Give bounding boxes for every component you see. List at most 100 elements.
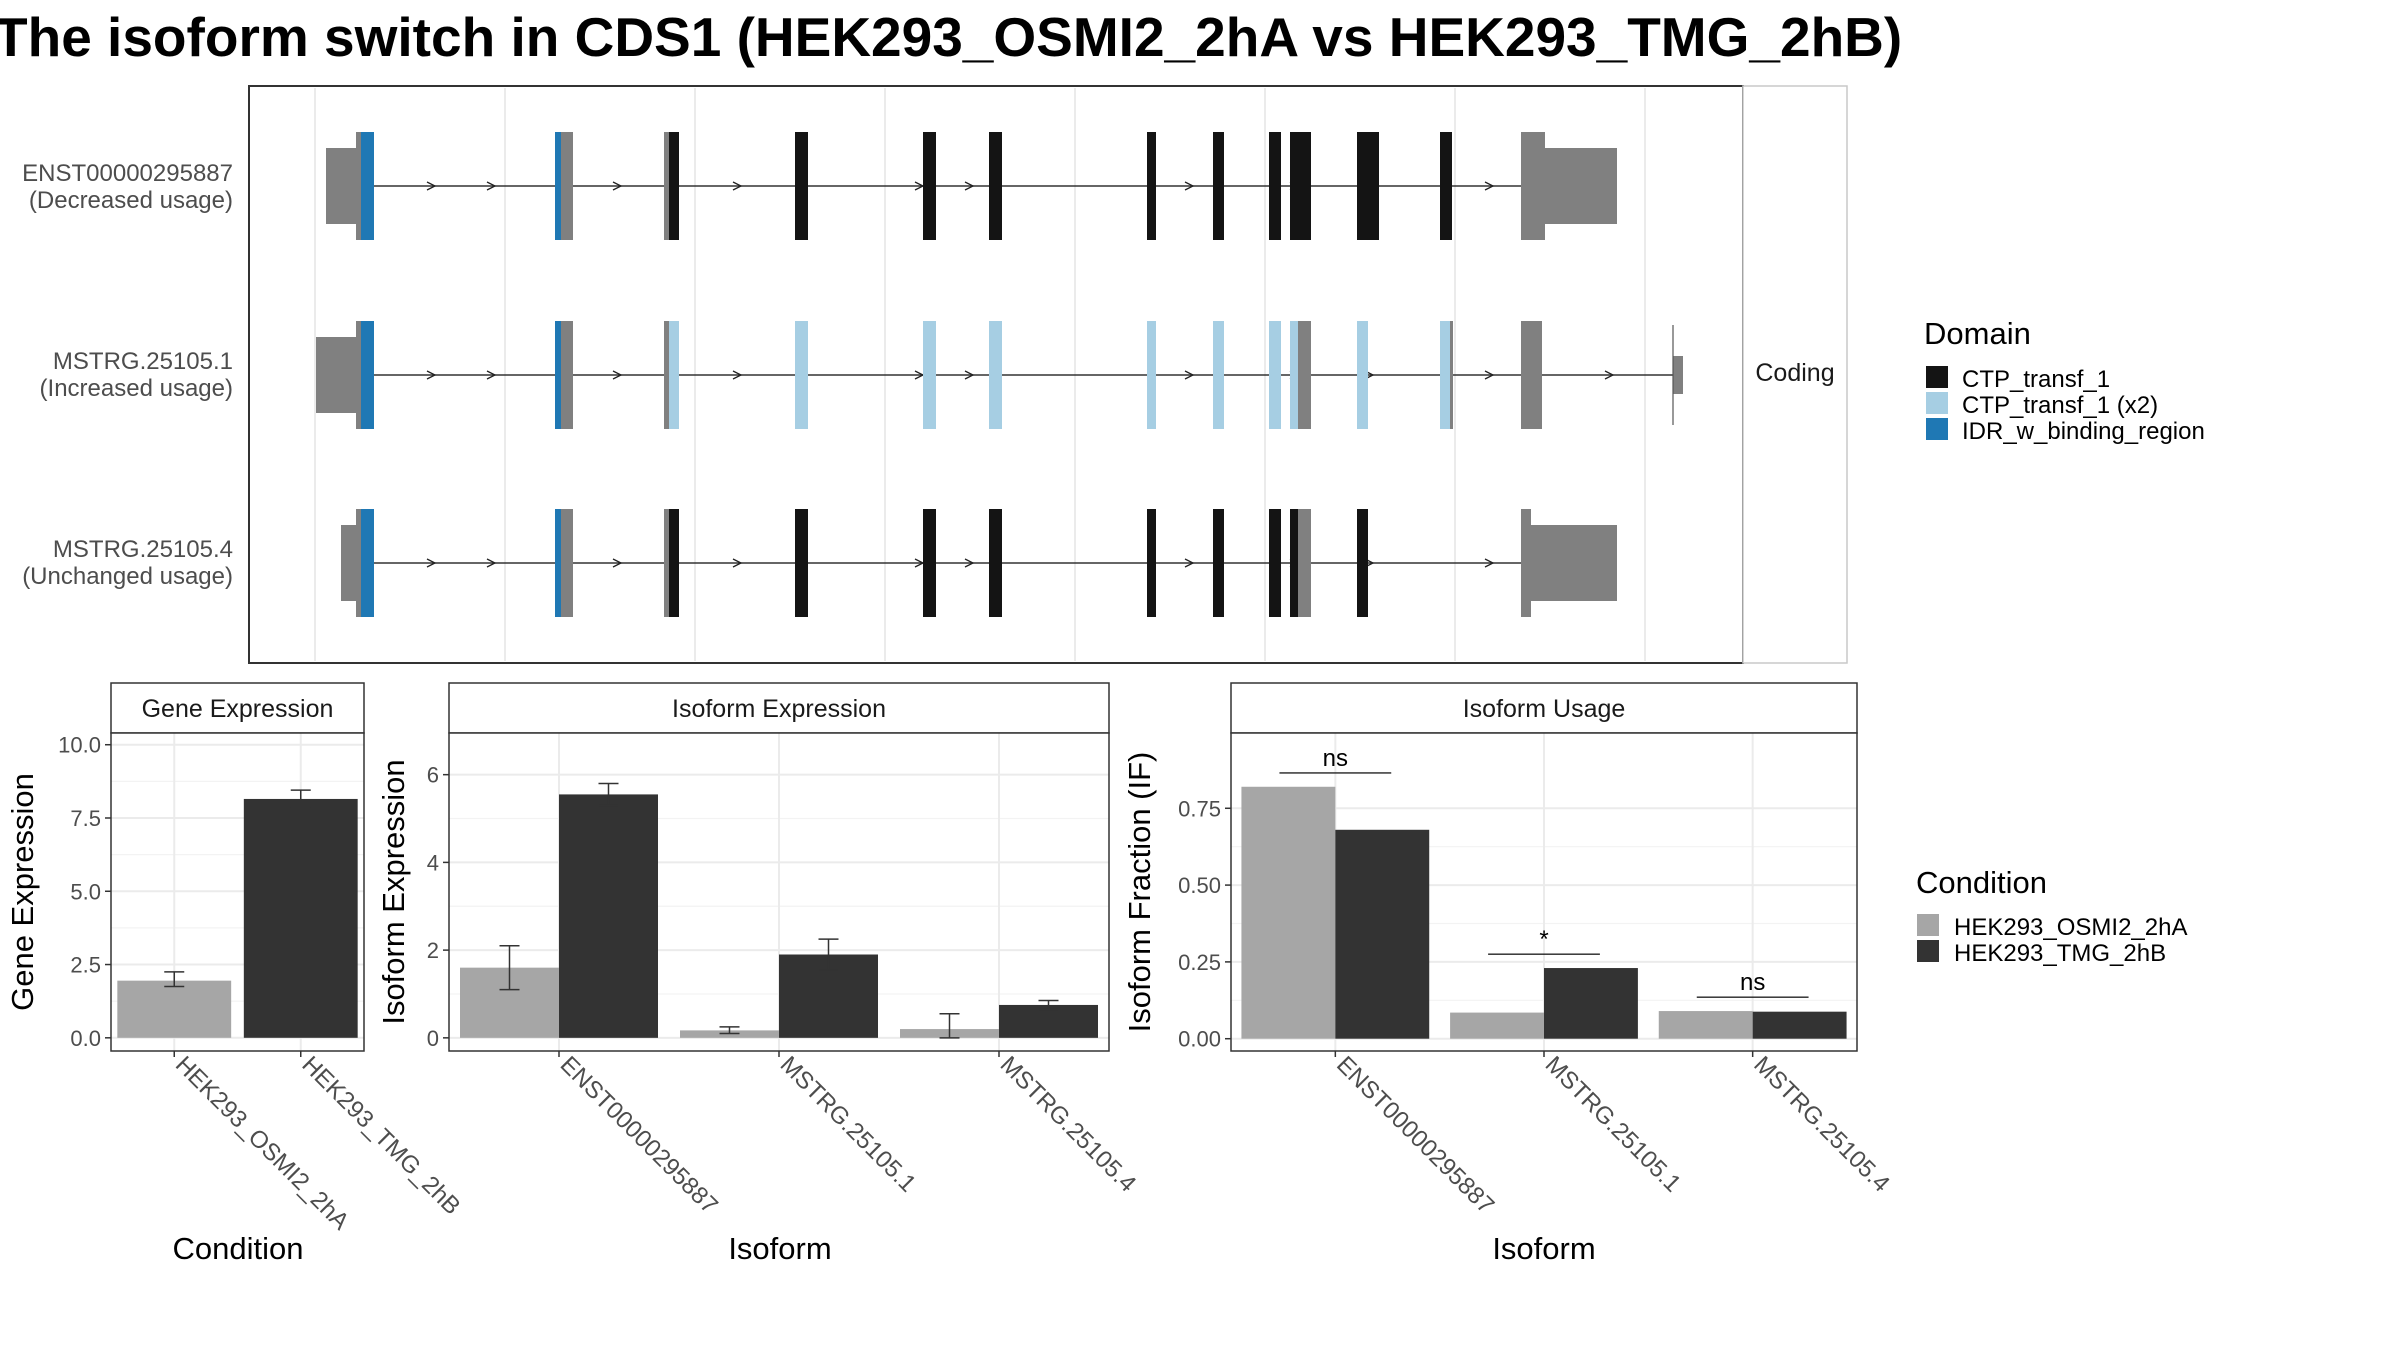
bar-enst00000295887-hek293-tmg-2hb [1335, 829, 1430, 1039]
exon-domain [1147, 321, 1156, 429]
structure-tracks [316, 132, 1683, 617]
gene-expression-y-axis-title: Gene Expression [5, 773, 40, 1011]
direction-arrow [612, 558, 623, 568]
exon-domain [923, 321, 936, 429]
domain-legend-label-1: CTP_transf_1 (x2) [1962, 392, 2158, 419]
y-tick-label: 6 [427, 763, 439, 788]
domain-legend: Domain CTP_transf_1 CTP_transf_1 (x2) ID… [1924, 316, 2205, 445]
exon-domain [1290, 132, 1311, 240]
bar-mstrg-25105-1-hek293-tmg-2hb [1544, 968, 1638, 1039]
y-tick-label: 0.25 [1178, 950, 1221, 975]
condition-legend-swatch-0 [1917, 914, 1939, 936]
domain-legend-swatch-0 [1926, 366, 1948, 388]
gene-expression-strip-label: Gene Expression [142, 695, 334, 723]
exon-domain [795, 321, 808, 429]
utr-5prime [326, 148, 360, 224]
exon-domain [669, 321, 679, 429]
exon-utr [1298, 509, 1311, 617]
exon-domain [669, 509, 679, 617]
direction-arrow [612, 370, 623, 380]
exon-domain-idr [555, 509, 561, 617]
domain-legend-label-2: IDR_w_binding_region [1962, 418, 2205, 445]
bar-enst00000295887-hek293-tmg-2hb [559, 794, 658, 1038]
track-label-usage-2: (Unchanged usage) [22, 563, 233, 590]
direction-arrow [1184, 558, 1195, 568]
bar-hek293-tmg-2hb [243, 798, 358, 1038]
exon-domain [989, 321, 1002, 429]
isoform-usage-strip [1230, 682, 1858, 734]
direction-arrow [964, 181, 975, 191]
structure-strip [1742, 85, 1848, 664]
exon-domain-idr [555, 321, 561, 429]
exon-domain [1269, 509, 1281, 617]
isoform-expression-x-axis-title: Isoform [728, 1231, 831, 1266]
exon-domain [1357, 132, 1368, 240]
isoform-expression-strip-label: Isoform Expression [672, 695, 886, 723]
bar-mstrg-25105-1-hek293-osmi2-2ha [1450, 1012, 1544, 1039]
utr-3prime [1531, 525, 1617, 601]
direction-arrow [486, 558, 497, 568]
x-tick-label-mstrg-25105-1: MSTRG.25105.1 [775, 1051, 921, 1197]
exon-utr [561, 132, 573, 240]
exon-domain [923, 509, 936, 617]
exon-utr [561, 321, 573, 429]
isoform-usage-x-axis-title: Isoform [1492, 1231, 1595, 1266]
x-tick-label-enst00000295887: ENST00000295887 [555, 1051, 723, 1219]
exon-utr [664, 321, 669, 429]
y-tick-label: 2.5 [70, 953, 101, 978]
direction-arrow [486, 181, 497, 191]
exon-domain-idr [555, 132, 561, 240]
condition-legend-label-1: HEK293_TMG_2hB [1954, 940, 2166, 967]
y-tick-label: 5.0 [70, 879, 101, 904]
exon-utr [1521, 509, 1531, 617]
y-tick-label: 0.00 [1178, 1027, 1221, 1052]
x-tick-label-enst00000295887: ENST00000295887 [1331, 1051, 1499, 1219]
x-tick-label-mstrg-25105-4: MSTRG.25105.4 [1748, 1051, 1894, 1197]
exon-domain [1213, 132, 1224, 240]
condition-legend: Condition HEK293_OSMI2_2hA HEK293_TMG_2h… [1916, 865, 2187, 967]
y-tick-label: 0.50 [1178, 873, 1221, 898]
gene-expression-strip [110, 682, 365, 734]
exon-domain [795, 132, 808, 240]
direction-arrow [426, 181, 437, 191]
direction-arrow [964, 558, 975, 568]
significance-label: ns [1740, 969, 1765, 996]
exon-domain [1147, 509, 1156, 617]
track-mstrg-25105-4 [341, 509, 1617, 617]
track-mstrg-25105-1 [316, 321, 1683, 429]
condition-legend-label-0: HEK293_OSMI2_2hA [1954, 914, 2187, 941]
domain-legend-title: Domain [1924, 316, 2031, 351]
bar-mstrg-25105-4-hek293-tmg-2hb [999, 1004, 1098, 1038]
direction-arrow [1484, 370, 1495, 380]
track-label-name-0: ENST00000295887 [22, 160, 233, 187]
direction-arrow [732, 370, 743, 380]
exon-utr [356, 132, 361, 240]
utr-3prime [1673, 356, 1683, 394]
exon-domain [1269, 132, 1281, 240]
exon-utr [664, 132, 669, 240]
domain-legend-label-0: CTP_transf_1 [1962, 366, 2110, 393]
track-label-name-2: MSTRG.25105.4 [53, 536, 233, 563]
isoform-usage-panel: Isoform Usage ns * ns 0.00 0.25 0.50 0.75 ENST00… [1122, 682, 1895, 1266]
exon-utr [561, 509, 573, 617]
isoform-expression-y-axis-title: Isoform Expression [376, 759, 411, 1024]
isoform-expression-panel: Isoform Expression 0 2 4 6 ENST00000295887 MST… [376, 682, 1141, 1266]
bar-mstrg-25105-4-hek293-osmi2-2ha [1658, 1011, 1753, 1039]
track-label-name-1: MSTRG.25105.1 [53, 348, 233, 375]
y-tick-label: 0.75 [1178, 796, 1221, 821]
exon-domain [1290, 509, 1298, 617]
figure-title: The isoform switch in CDS1 (HEK293_OSMI2… [0, 6, 1902, 68]
domain-legend-swatch-1 [1926, 392, 1948, 414]
y-tick-label: 0.0 [70, 1026, 101, 1051]
exon-domain-idr [361, 509, 374, 617]
exon-domain [989, 509, 1002, 617]
exon-domain-idr [361, 321, 374, 429]
exon-utr [356, 509, 361, 617]
condition-legend-title: Condition [1916, 865, 2047, 900]
track-label-usage-1: (Increased usage) [40, 375, 233, 402]
direction-arrow [1604, 370, 1615, 380]
track-label-usage-0: (Decreased usage) [29, 187, 233, 214]
exon-domain [1290, 321, 1298, 429]
exon-domain-idr [361, 132, 374, 240]
x-tick-label-mstrg-25105-4: MSTRG.25105.4 [995, 1051, 1141, 1197]
